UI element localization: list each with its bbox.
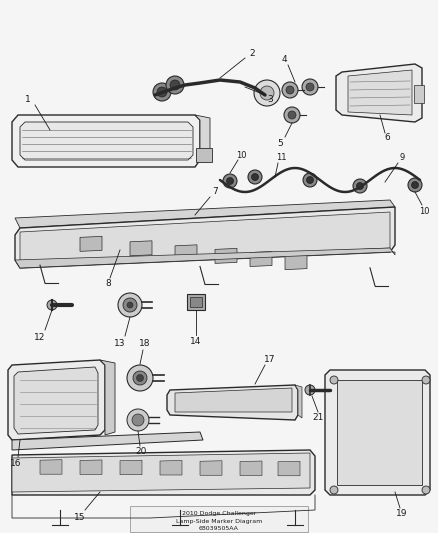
Text: 6: 6 (384, 133, 390, 142)
Text: 10: 10 (419, 206, 429, 215)
Text: 68039505AA: 68039505AA (199, 526, 239, 530)
Polygon shape (337, 380, 422, 485)
Polygon shape (12, 432, 203, 450)
Circle shape (307, 176, 314, 183)
Circle shape (118, 293, 142, 317)
Bar (190, 297, 202, 307)
Text: 2: 2 (249, 50, 255, 59)
Polygon shape (167, 385, 298, 420)
Bar (130, 506, 308, 532)
Polygon shape (285, 255, 307, 270)
Polygon shape (12, 450, 315, 495)
Polygon shape (295, 385, 302, 418)
Text: 21: 21 (312, 414, 324, 423)
Circle shape (226, 177, 233, 184)
Circle shape (353, 179, 367, 193)
Polygon shape (130, 241, 152, 256)
Circle shape (123, 298, 137, 312)
Circle shape (157, 87, 167, 97)
Text: 3: 3 (267, 95, 273, 104)
Circle shape (286, 86, 294, 94)
Text: Lamp-Side Marker Diagram: Lamp-Side Marker Diagram (176, 519, 262, 523)
Polygon shape (100, 360, 115, 435)
Circle shape (306, 83, 314, 91)
Text: 18: 18 (139, 340, 151, 349)
Polygon shape (12, 453, 310, 492)
Circle shape (132, 414, 144, 426)
Polygon shape (348, 70, 412, 115)
Bar (196, 148, 212, 162)
Polygon shape (15, 200, 395, 228)
Circle shape (170, 80, 180, 90)
Circle shape (288, 111, 296, 119)
Text: 4: 4 (281, 55, 287, 64)
Polygon shape (175, 388, 292, 412)
Circle shape (223, 174, 237, 188)
Text: 7: 7 (212, 188, 218, 197)
Text: 9: 9 (399, 154, 405, 163)
Text: 13: 13 (114, 338, 126, 348)
Polygon shape (120, 460, 142, 475)
Circle shape (260, 86, 274, 100)
Polygon shape (175, 245, 197, 260)
Polygon shape (325, 370, 430, 495)
Polygon shape (15, 248, 395, 268)
Circle shape (127, 409, 149, 431)
Text: 20: 20 (135, 448, 147, 456)
Polygon shape (14, 367, 98, 434)
Circle shape (303, 173, 317, 187)
Polygon shape (20, 122, 193, 160)
Text: 14: 14 (191, 337, 201, 346)
Bar (187, 294, 205, 310)
Polygon shape (250, 252, 272, 266)
Circle shape (47, 300, 57, 310)
Polygon shape (200, 461, 222, 475)
Circle shape (153, 83, 171, 101)
Circle shape (330, 376, 338, 384)
Circle shape (284, 107, 300, 123)
Circle shape (166, 76, 184, 94)
Circle shape (357, 182, 364, 190)
Circle shape (422, 376, 430, 384)
Text: 1: 1 (25, 95, 31, 104)
Polygon shape (336, 64, 422, 122)
Circle shape (133, 371, 147, 385)
Circle shape (422, 486, 430, 494)
Text: 15: 15 (74, 513, 86, 522)
Polygon shape (15, 207, 395, 268)
Circle shape (302, 79, 318, 95)
Circle shape (248, 170, 262, 184)
Text: 19: 19 (396, 510, 408, 519)
Polygon shape (160, 461, 182, 475)
Polygon shape (40, 459, 62, 474)
Circle shape (137, 375, 144, 382)
Circle shape (408, 178, 422, 192)
Text: 8: 8 (105, 279, 111, 288)
Circle shape (282, 82, 298, 98)
Circle shape (411, 182, 418, 189)
Bar (414, 85, 424, 103)
Circle shape (305, 385, 315, 395)
Polygon shape (20, 212, 390, 265)
Polygon shape (215, 248, 237, 263)
Circle shape (127, 365, 153, 391)
Polygon shape (12, 115, 200, 167)
Polygon shape (195, 115, 210, 160)
Text: 5: 5 (277, 139, 283, 148)
Polygon shape (80, 460, 102, 474)
Text: 16: 16 (10, 458, 22, 467)
Polygon shape (240, 461, 262, 475)
Text: 10: 10 (236, 150, 246, 159)
Circle shape (127, 302, 133, 308)
Text: 17: 17 (264, 356, 276, 365)
Polygon shape (8, 360, 105, 440)
Circle shape (251, 174, 258, 181)
Circle shape (254, 80, 280, 106)
Text: 12: 12 (34, 333, 46, 342)
Text: 2010 Dodge Challenger: 2010 Dodge Challenger (182, 512, 256, 516)
Text: 11: 11 (276, 154, 286, 163)
Polygon shape (80, 236, 102, 252)
Circle shape (330, 486, 338, 494)
Polygon shape (278, 461, 300, 476)
